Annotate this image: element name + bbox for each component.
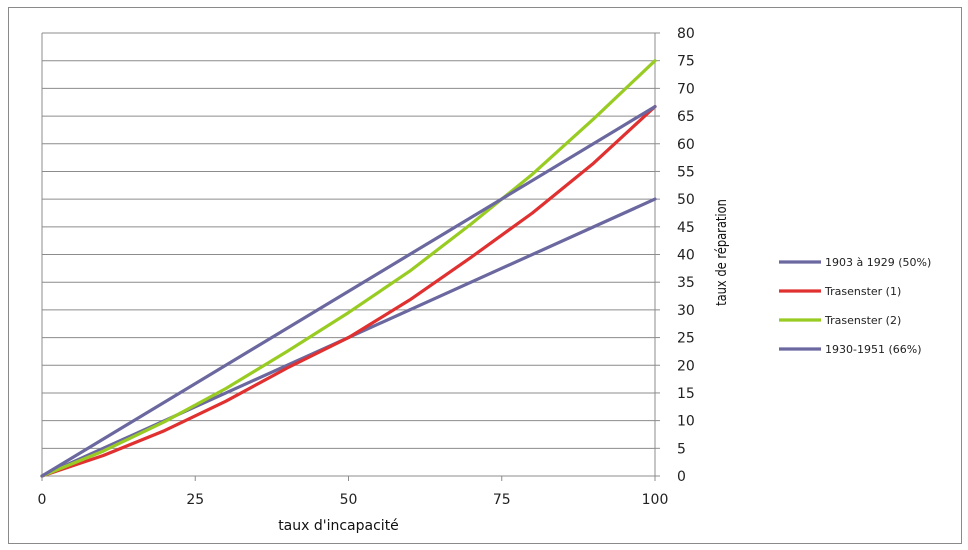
y-tick-label: 30 xyxy=(677,303,695,319)
legend-label-3: Trasenster (2) xyxy=(824,314,901,327)
x-tick-label: 0 xyxy=(38,492,47,508)
y-tick-label: 25 xyxy=(677,331,695,347)
y-tick-label: 35 xyxy=(677,275,695,291)
x-tick-label: 50 xyxy=(340,492,358,508)
chart-frame: 0 5 10 15 20 25 30 35 40 45 50 55 60 65 70 75 80 0 25 50 75 1… xyxy=(8,7,962,544)
y-tick-label: 5 xyxy=(677,441,686,457)
series-line-4 xyxy=(40,104,657,478)
legend: 1903 à 1929 (50%) Trasenster (1) Trasenste… xyxy=(779,256,931,356)
x-tick-label: 100 xyxy=(642,492,669,508)
y-tick-label: 50 xyxy=(677,192,695,208)
x-tick-label: 25 xyxy=(186,492,204,508)
legend-label-2: Trasenster (1) xyxy=(824,285,901,298)
series-lines xyxy=(40,59,657,478)
series-line-2 xyxy=(40,104,657,478)
gridlines xyxy=(42,32,655,477)
y-tick-label: 15 xyxy=(677,386,695,402)
y-tick-label: 10 xyxy=(677,414,695,430)
x-axis-title: taux d'incapacité xyxy=(278,518,399,534)
y-tick-label: 80 xyxy=(677,26,695,42)
y-tick-label: 70 xyxy=(677,81,695,97)
y-tick-label: 20 xyxy=(677,358,695,374)
y-tick-label: 55 xyxy=(677,164,695,180)
tick-labels: 0 5 10 15 20 25 30 35 40 45 50 55 60 65 70 75 80 0 25 50 75 1… xyxy=(38,26,695,508)
line-chart: 0 5 10 15 20 25 30 35 40 45 50 55 60 65 70 75 80 0 25 50 75 1… xyxy=(38,26,932,534)
legend-label-1: 1903 à 1929 (50%) xyxy=(825,256,931,269)
legend-label-4: 1930-1951 (66%) xyxy=(825,343,922,356)
x-tick-label: 75 xyxy=(493,492,511,508)
axes xyxy=(41,32,660,481)
y-tick-label: 0 xyxy=(677,469,686,485)
y-tick-label: 40 xyxy=(677,248,695,264)
y-tick-label: 60 xyxy=(677,137,695,153)
y-tick-label: 65 xyxy=(677,109,695,125)
y-axis-title: taux de réparation xyxy=(714,199,730,306)
y-tick-label: 75 xyxy=(677,54,695,70)
series-line-3 xyxy=(40,59,657,478)
y-tick-label: 45 xyxy=(677,220,695,236)
